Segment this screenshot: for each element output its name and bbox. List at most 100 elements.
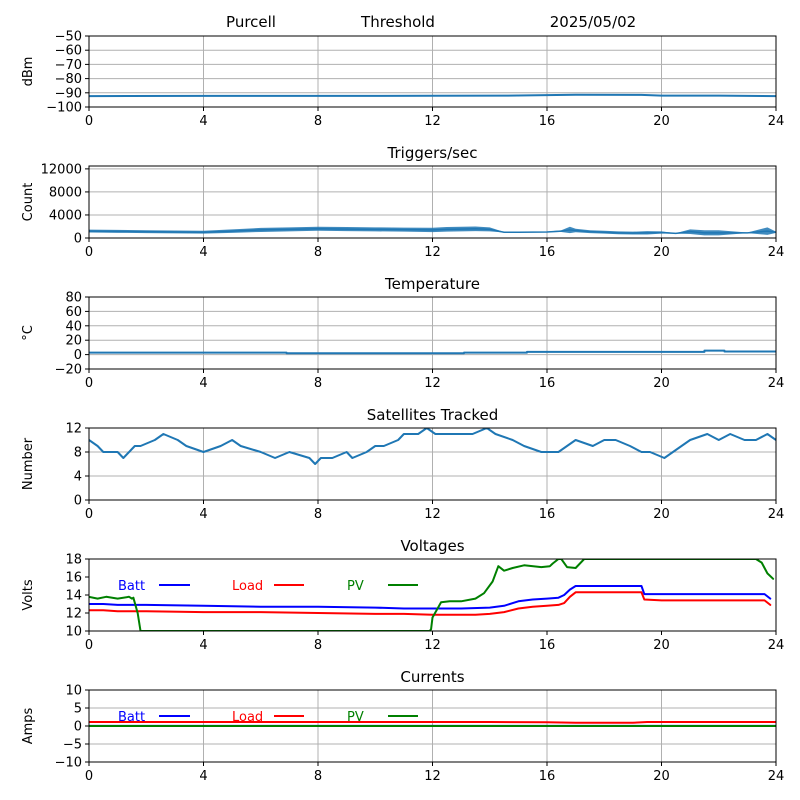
currents-title: Currents xyxy=(400,668,464,686)
satellites-xtick-label-3: 12 xyxy=(424,507,441,522)
currents-ytick-label-1: −5 xyxy=(63,738,82,753)
voltages-panel: 0 4 8 12 16 20 24 10 12 14 16 18 Voltages Volts Batt Lo… xyxy=(21,537,784,653)
satellites-xtick-label-1: 4 xyxy=(199,507,207,522)
signal-xtick-label-5: 20 xyxy=(653,114,670,129)
voltages-ytick-label-3: 16 xyxy=(65,571,82,586)
currents-ytick-label-0: −10 xyxy=(55,756,82,771)
temperature-xtick-label-5: 20 xyxy=(653,376,670,391)
header-mode: Threshold xyxy=(360,13,435,31)
temperature-ytick-label-4: 60 xyxy=(65,305,82,320)
signal-ytick-label-1: −90 xyxy=(55,86,82,101)
signal-ytick-label-0: −100 xyxy=(46,101,82,116)
currents-ytick-label-3: 5 xyxy=(74,702,82,717)
triggers-plot-area xyxy=(89,226,776,236)
currents-ylabel: Amps xyxy=(21,707,36,744)
triggers-xtick-label-3: 12 xyxy=(424,245,441,260)
satellites-ytick-label-0: 0 xyxy=(74,494,82,509)
temperature-title: Temperature xyxy=(384,275,480,293)
triggers-xtick-label-1: 4 xyxy=(199,245,207,260)
temperature-ytick-label-2: 20 xyxy=(65,334,82,349)
signal-xtick-label-4: 16 xyxy=(539,114,556,129)
triggers-panel: 0 4 8 12 16 20 24 0 4000 8000 12000 Triggers/sec Cou… xyxy=(21,144,784,260)
signal-xtick-label-3: 12 xyxy=(424,114,441,129)
satellites-ytick-label-3: 12 xyxy=(65,422,82,437)
currents-xtick-label-1: 4 xyxy=(199,769,207,784)
triggers-ylabel: Count xyxy=(21,183,36,222)
triggers-xtick-label-4: 16 xyxy=(539,245,556,260)
satellites-title: Satellites Tracked xyxy=(367,406,498,424)
satellites-ytick-label-1: 4 xyxy=(74,470,82,485)
voltages-xtick-label-3: 12 xyxy=(424,638,441,653)
voltages-plot-area xyxy=(89,559,775,631)
currents-xtick-label-2: 8 xyxy=(314,769,322,784)
satellites-xtick-label-6: 24 xyxy=(768,507,785,522)
temperature-xtick-label-3: 12 xyxy=(424,376,441,391)
currents-panel: 0 4 8 12 16 20 24 −10 −5 0 5 10 Currents Amps Batt Load… xyxy=(21,668,784,784)
voltages-xtick-label-4: 16 xyxy=(539,638,556,653)
currents-series-load-line xyxy=(89,721,776,724)
signal-ylabel: dBm xyxy=(21,57,36,87)
signal-series-0-line xyxy=(89,93,776,98)
satellites-xtick-label-5: 20 xyxy=(653,507,670,522)
voltages-ytick-label-4: 18 xyxy=(65,553,82,568)
temperature-ytick-label-3: 40 xyxy=(65,319,82,334)
currents-xtick-label-6: 24 xyxy=(768,769,785,784)
voltages-xtick-label-5: 20 xyxy=(653,638,670,653)
voltages-ytick-label-1: 12 xyxy=(65,607,82,622)
voltages-legend-load-label: Load xyxy=(232,579,263,594)
temperature-ytick-label-5: 80 xyxy=(65,291,82,306)
triggers-xtick-label-0: 0 xyxy=(85,245,93,260)
voltages-xtick-label-0: 0 xyxy=(85,638,93,653)
signal-ytick-label-4: −60 xyxy=(55,44,82,59)
satellites-xtick-label-0: 0 xyxy=(85,507,93,522)
temperature-plot-area xyxy=(89,349,776,355)
signal-xtick-label-1: 4 xyxy=(199,114,207,129)
triggers-xtick-label-2: 8 xyxy=(314,245,322,260)
satellites-xtick-label-4: 16 xyxy=(539,507,556,522)
voltages-xtick-label-2: 8 xyxy=(314,638,322,653)
currents-ytick-label-4: 10 xyxy=(65,684,82,699)
satellites-xtick-label-2: 8 xyxy=(314,507,322,522)
triggers-series-0-line xyxy=(89,228,776,235)
currents-legend-pv-label: PV xyxy=(347,710,364,725)
voltages-series-load-line xyxy=(89,591,772,616)
temperature-xtick-label-0: 0 xyxy=(85,376,93,391)
voltages-series-pv-line xyxy=(89,559,775,631)
satellites-plot-area xyxy=(89,428,776,465)
currents-xtick-label-5: 20 xyxy=(653,769,670,784)
signal-plot-area xyxy=(89,93,776,98)
temperature-xtick-label-4: 16 xyxy=(539,376,556,391)
header-date: 2025/05/02 xyxy=(550,13,636,31)
currents-ytick-label-2: 0 xyxy=(74,720,82,735)
voltages-xtick-label-6: 24 xyxy=(768,638,785,653)
currents-legend-batt-label: Batt xyxy=(118,710,145,725)
signal-ytick-label-3: −70 xyxy=(55,58,82,73)
triggers-noise-band xyxy=(89,226,776,236)
triggers-ytick-label-0: 0 xyxy=(74,232,82,247)
currents-xtick-label-3: 12 xyxy=(424,769,441,784)
currents-xtick-label-0: 0 xyxy=(85,769,93,784)
voltages-xtick-label-1: 4 xyxy=(199,638,207,653)
temperature-series-0-line xyxy=(89,349,776,355)
temperature-xtick-label-1: 4 xyxy=(199,376,207,391)
temperature-xtick-label-6: 24 xyxy=(768,376,785,391)
temperature-ytick-label-0: −20 xyxy=(55,363,82,378)
figure-header: Purcell Threshold 2025/05/02 xyxy=(226,13,636,31)
satellites-panel: 0 4 8 12 16 20 24 0 4 8 12 Satellites Tracked Number xyxy=(21,406,784,522)
voltages-ytick-label-2: 14 xyxy=(65,589,82,604)
triggers-ytick-label-3: 12000 xyxy=(41,162,82,177)
currents-plot-area xyxy=(89,721,776,727)
currents-legend-load-label: Load xyxy=(232,710,263,725)
signal-panel: 0 4 8 12 16 20 24 −100−90−80−70−60−50 dBm xyxy=(21,30,784,130)
triggers-xtick-label-5: 20 xyxy=(653,245,670,260)
signal-xtick-label-2: 8 xyxy=(314,114,322,129)
triggers-ytick-label-2: 8000 xyxy=(49,185,82,200)
voltages-ytick-label-0: 10 xyxy=(65,625,82,640)
triggers-title: Triggers/sec xyxy=(387,144,478,162)
satellites-ytick-label-2: 8 xyxy=(74,446,82,461)
voltages-series-batt-line xyxy=(89,585,772,610)
voltages-legend-pv-label: PV xyxy=(347,579,364,594)
voltages-title: Voltages xyxy=(400,537,464,555)
